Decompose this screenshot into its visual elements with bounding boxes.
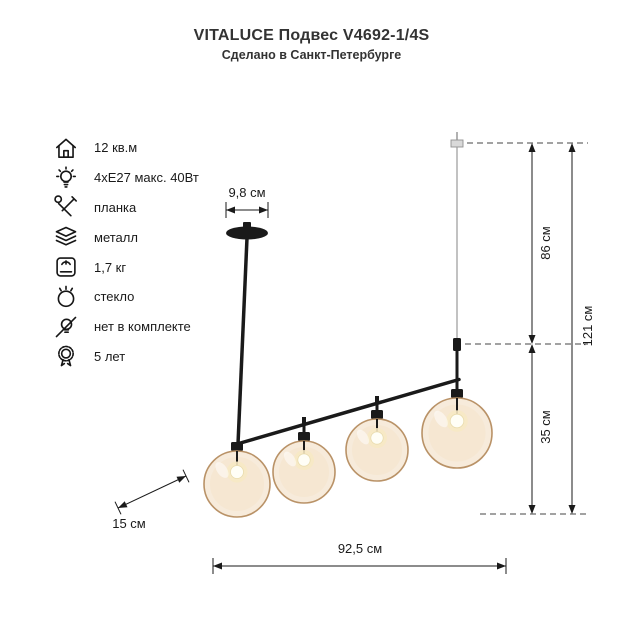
dim-lower-height-label: 35 см — [538, 410, 553, 444]
glass-globe-1 — [203, 442, 271, 518]
dim-total-height-label: 121 см — [580, 306, 595, 347]
dim-shade-diameter — [114, 469, 190, 515]
spec-label: металл — [94, 229, 138, 245]
ceiling-canopy — [226, 222, 268, 240]
spec-item-warranty: 5 лет — [52, 342, 199, 372]
fixture-bar — [235, 377, 461, 446]
bar-peg-2 — [302, 417, 306, 424]
dim-canopy-width — [225, 202, 269, 218]
dim-lower-height — [528, 344, 536, 514]
main-rod — [236, 237, 249, 445]
dim-upper-height-label: 86 см — [538, 226, 553, 260]
spec-item-material: металл — [52, 222, 199, 252]
glass-icon — [52, 283, 79, 310]
house-icon — [52, 134, 79, 161]
spec-item-mount: планка — [52, 193, 199, 223]
spec-label: планка — [94, 199, 137, 215]
spec-label: 1,7 кг — [94, 259, 127, 275]
spec-item-bulbs: 4хЕ27 макс. 40Вт — [52, 163, 199, 193]
tools-icon — [52, 194, 79, 221]
scale-icon — [52, 254, 79, 281]
dim-total-width — [212, 558, 507, 574]
layers-icon — [52, 224, 79, 251]
glass-globe-3 — [345, 403, 409, 482]
warranty-icon — [52, 343, 79, 370]
spec-item-area: 12 кв.м — [52, 133, 199, 163]
spec-label: стекло — [94, 289, 135, 305]
bulb-icon — [52, 164, 79, 191]
page-title: VITALUCE Подвес V4692-1/4S — [193, 27, 430, 44]
page-subtitle: Сделано в Санкт-Петербурге — [221, 48, 402, 62]
suspension-cable — [450, 132, 464, 381]
dim-canopy-width-label: 9,8 см — [228, 185, 265, 200]
glass-globe-4 — [421, 380, 493, 469]
spec-label: 4хЕ27 макс. 40Вт — [94, 170, 199, 186]
spec-label: 5 лет — [94, 348, 126, 364]
spec-label: 12 кв.м — [94, 140, 138, 156]
bar-peg-3 — [375, 396, 379, 403]
spec-item-shade-material: стекло — [52, 282, 199, 312]
dim-upper-height — [528, 143, 536, 344]
spec-item-lamps-included: нет в комплекте — [52, 312, 199, 342]
spec-label: нет в комплекте — [94, 319, 191, 335]
extension-lines — [465, 142, 588, 515]
spec-list: 12 кв.м 4хЕ27 макс. 40Вт пл — [52, 133, 199, 371]
no-bulb-icon — [52, 313, 79, 340]
dim-shade-diameter-label: 15 см — [112, 516, 146, 531]
dim-total-height — [568, 143, 576, 514]
header: VITALUCE Подвес V4692-1/4S Сделано в Сан… — [0, 27, 623, 62]
glass-globe-2 — [272, 424, 336, 504]
dim-total-width-label: 92,5 см — [338, 541, 382, 556]
spec-item-weight: 1,7 кг — [52, 252, 199, 282]
